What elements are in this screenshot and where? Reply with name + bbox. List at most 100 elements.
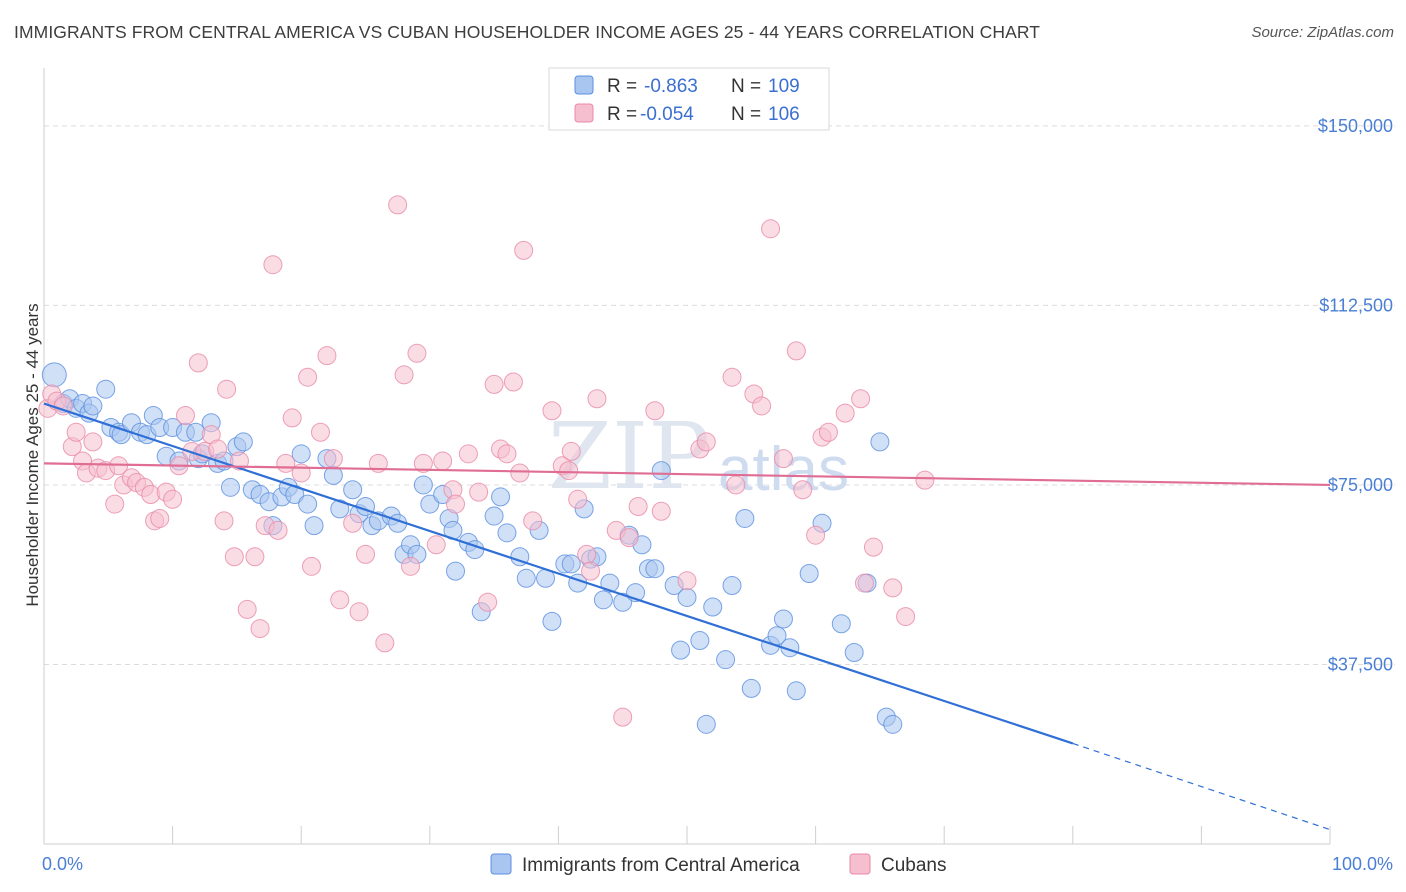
point-central-america-85 — [671, 640, 691, 660]
point-central-america-0 — [41, 362, 67, 388]
point-cubans-94 — [773, 449, 793, 469]
point-cubans-67 — [497, 444, 517, 464]
point-central-america-37 — [298, 494, 318, 514]
point-central-america-28 — [233, 432, 253, 452]
point-cubans-52 — [375, 633, 395, 653]
point-cubans-92 — [752, 396, 772, 416]
point-cubans-47 — [330, 590, 350, 610]
point-central-america-98 — [786, 681, 806, 701]
point-cubans-100 — [835, 403, 855, 423]
point-cubans-45 — [317, 346, 337, 366]
point-cubans-97 — [806, 525, 826, 545]
point-cubans-34 — [245, 547, 265, 567]
point-cubans-37 — [263, 255, 283, 275]
point-central-america-90 — [716, 650, 736, 670]
legend-n-label-0: N = — [731, 76, 761, 97]
point-cubans-69 — [510, 463, 530, 483]
point-cubans-70 — [514, 240, 534, 260]
y-tick-label-3: $150,000 — [1318, 116, 1393, 136]
bottom-legend-label-central-america: Immigrants from Central America — [522, 855, 800, 876]
point-cubans-105 — [896, 607, 916, 627]
point-central-america-76 — [600, 573, 620, 593]
legend-swatch-cubans — [574, 103, 594, 123]
point-central-america-101 — [831, 614, 851, 634]
point-cubans-101 — [851, 389, 871, 409]
point-cubans-86 — [677, 571, 697, 591]
point-central-america-42 — [343, 480, 363, 500]
point-central-america-36 — [291, 444, 311, 464]
point-central-america-6 — [83, 396, 103, 416]
point-central-america-102 — [844, 643, 864, 662]
point-cubans-40 — [282, 408, 302, 428]
point-central-america-86 — [677, 587, 697, 607]
point-cubans-79 — [587, 389, 607, 409]
x-tick-label-0: 0.0% — [42, 854, 83, 874]
point-cubans-28 — [208, 439, 228, 459]
legend-n-label-1: N = — [731, 104, 761, 125]
point-cubans-62 — [458, 444, 478, 464]
point-central-america-65 — [516, 568, 536, 588]
legend-box: R = -0.863 N = 109 R = -0.054 N = 106 — [548, 67, 830, 131]
point-cubans-78 — [581, 561, 601, 581]
point-central-america-89 — [703, 597, 723, 617]
point-cubans-5 — [66, 422, 86, 442]
point-central-america-104 — [870, 432, 890, 452]
point-cubans-82 — [619, 528, 639, 548]
point-cubans-104 — [883, 578, 903, 598]
y-tick-label-1: $75,000 — [1328, 475, 1393, 495]
point-cubans-71 — [523, 511, 543, 531]
source-label: Source: ZipAtlas.com — [1251, 24, 1394, 41]
legend-n-value-0: 109 — [768, 76, 800, 97]
point-cubans-50 — [356, 544, 375, 564]
bottom-legend-swatch-central-america — [490, 853, 512, 875]
point-central-america-68 — [542, 611, 562, 631]
point-cubans-61 — [446, 494, 466, 514]
point-cubans-68 — [503, 372, 523, 392]
point-cubans-84 — [645, 401, 665, 421]
series-central-america-points — [41, 362, 903, 734]
point-cubans-89 — [722, 367, 742, 387]
point-cubans-58 — [426, 535, 446, 555]
point-cubans-90 — [726, 475, 746, 495]
point-cubans-29 — [214, 511, 234, 531]
point-cubans-81 — [613, 707, 633, 727]
point-cubans-49 — [349, 602, 369, 622]
point-central-america-106 — [883, 714, 903, 734]
point-cubans-83 — [628, 496, 648, 516]
point-cubans-64 — [478, 592, 498, 612]
point-cubans-55 — [401, 556, 421, 576]
point-cubans-35 — [250, 619, 270, 639]
point-cubans-30 — [217, 379, 237, 399]
y-tick-labels: $37,500 $75,000 $112,500 $150,000 — [1318, 116, 1393, 675]
point-cubans-31 — [224, 547, 244, 567]
point-cubans-59 — [433, 451, 453, 471]
point-cubans-77 — [577, 544, 597, 564]
point-cubans-99 — [818, 422, 838, 442]
point-cubans-56 — [407, 343, 427, 363]
y-axis-label: Householder Income Ages 25 - 44 years — [23, 303, 42, 606]
point-central-america-93 — [741, 678, 761, 698]
point-central-america-75 — [593, 590, 613, 610]
point-cubans-93 — [761, 219, 781, 239]
legend-frame — [548, 67, 830, 131]
point-central-america-88 — [696, 714, 716, 734]
y-tick-label-0: $37,500 — [1328, 654, 1393, 674]
series-cubans-points — [38, 195, 935, 727]
point-central-america-77 — [613, 592, 633, 612]
point-cubans-54 — [394, 365, 414, 385]
point-central-america-62 — [491, 487, 511, 507]
point-cubans-75 — [561, 441, 581, 461]
legend-r-value-0: -0.863 — [644, 76, 698, 97]
point-cubans-53 — [388, 195, 408, 215]
point-central-america-92 — [735, 508, 755, 528]
point-cubans-25 — [188, 353, 208, 373]
legend-r-label-0: R = — [607, 76, 637, 97]
point-central-america-87 — [690, 631, 710, 651]
point-cubans-46 — [323, 449, 343, 469]
point-central-america-61 — [484, 506, 504, 526]
grid-lines — [44, 125, 1395, 665]
point-central-america-57 — [446, 561, 466, 581]
point-cubans-57 — [413, 453, 433, 473]
point-cubans-72 — [542, 401, 562, 421]
trend-line-cubans — [43, 462, 1331, 487]
